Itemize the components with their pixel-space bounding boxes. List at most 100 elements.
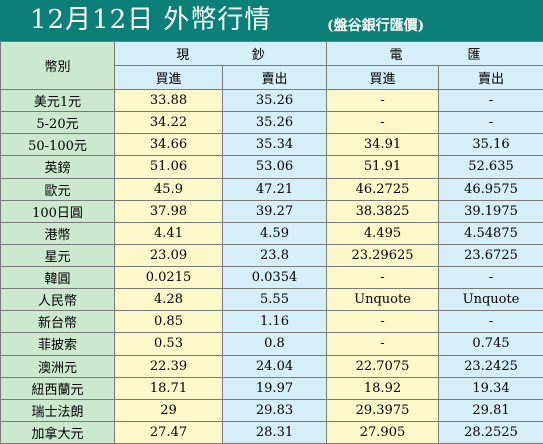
cash-sell-cell: 53.06 (222, 155, 327, 179)
wire-buy-cell: - (326, 265, 439, 290)
cash-sell-cell: 28.31 (222, 420, 327, 444)
table-row: 澳洲元 22.39 24.04 22.7075 23.2425 (0, 354, 543, 378)
wire-sell-cell: 0.745 (438, 332, 543, 356)
wire-sell-cell: 29.81 (438, 398, 543, 422)
cash-sell-cell: 35.26 (222, 88, 327, 113)
cash-sell-cell: 0.0354 (222, 265, 327, 290)
cash-buy-header: 買進 (114, 65, 223, 90)
cash-buy-cell: 4.41 (114, 221, 223, 245)
currency-name-cell: 歐元 (0, 177, 115, 201)
wire-buy-cell: - (326, 332, 439, 356)
cash-group-label-1: 現 (176, 48, 190, 63)
cash-buy-cell: 34.22 (114, 111, 223, 135)
wire-sell-cell: 35.16 (438, 133, 543, 157)
currency-name-cell: 港幣 (0, 221, 115, 245)
cash-group-label-2: 鈔 (251, 48, 265, 63)
currency-name-cell: 菲披索 (0, 332, 115, 356)
currency-name-cell: 美元1元 (0, 88, 115, 113)
wire-buy-header: 買進 (326, 65, 439, 90)
cash-sell-cell: 1.16 (222, 310, 327, 334)
wire-group-header: 電 匯 (326, 41, 543, 66)
cash-buy-cell: 0.53 (114, 332, 223, 356)
title-bar: 12月12日 外幣行情 (盤谷銀行匯價) (0, 0, 543, 41)
wire-buy-cell: 22.7075 (326, 354, 439, 378)
cash-buy-cell: 27.47 (114, 420, 223, 444)
cash-sell-cell: 35.34 (222, 133, 327, 157)
table-row: 美元1元 33.88 35.26- - (0, 88, 543, 113)
table-row: 50-100元 34.66 35.34 34.91 35.16 (0, 133, 543, 157)
table-row: 新台幣 0.85 1.16- - (0, 310, 543, 334)
cash-buy-cell: 22.39 (114, 354, 223, 378)
currency-name-cell: 人民幣 (0, 288, 115, 312)
cash-buy-cell: 23.09 (114, 243, 223, 268)
cash-buy-cell: 0.0215 (114, 265, 223, 290)
cash-sell-cell: 23.8 (222, 243, 327, 268)
cash-buy-cell: 37.98 (114, 199, 223, 223)
cash-sell-cell: 47.21 (222, 177, 327, 201)
cash-sell-cell: 4.59 (222, 221, 327, 245)
wire-buy-cell: 23.29625 (326, 243, 439, 268)
cash-buy-cell: 18.71 (114, 376, 223, 400)
wire-sell-cell: 19.34 (438, 376, 543, 400)
wire-sell-cell: 28.2525 (438, 420, 543, 444)
wire-sell-cell: 23.2425 (438, 354, 543, 378)
cash-group-header: 現 鈔 (114, 41, 327, 66)
wire-buy-cell: 46.2725 (326, 177, 439, 201)
wire-sell-cell: - (438, 111, 543, 135)
wire-buy-cell: 51.91 (326, 155, 439, 179)
wire-buy-cell: 38.3825 (326, 199, 439, 223)
currency-name-cell: 50-100元 (0, 133, 115, 157)
table-row: 星元 23.09 23.8 23.29625 23.6725 (0, 243, 543, 268)
table-row: 菲披索 0.53 0.8-0.745 (0, 332, 543, 356)
currency-name-cell: 瑞士法朗 (0, 398, 115, 422)
wire-sell-cell: Unquote (438, 288, 543, 312)
cash-sell-cell: 0.8 (222, 332, 327, 356)
table-row: 韓圓 0.0215 0.0354- - (0, 265, 543, 290)
wire-sell-cell: 46.9575 (438, 177, 543, 201)
wire-sell-header: 賣出 (438, 65, 543, 90)
cash-sell-cell: 29.83 (222, 398, 327, 422)
cash-buy-cell: 29 (114, 398, 223, 422)
wire-buy-cell: - (326, 310, 439, 334)
group-header-row: 幣別 現 鈔 電 匯 (0, 41, 543, 90)
wire-buy-cell: 27.905 (326, 420, 439, 444)
currency-name-cell: 紐西蘭元 (0, 376, 115, 400)
currency-column-header: 幣別 (0, 41, 115, 90)
sub-header-row: 買進 賣出 買進 賣出 (1, 65, 543, 90)
wire-sell-cell: - (438, 265, 543, 290)
cash-sell-cell: 24.04 (222, 354, 327, 378)
wire-buy-cell: 34.91 (326, 133, 439, 157)
wire-buy-cell: - (326, 111, 439, 135)
cash-buy-cell: 0.85 (114, 310, 223, 334)
wire-sell-cell: - (438, 310, 543, 334)
currency-name-cell: 加拿大元 (0, 420, 115, 444)
cash-sell-cell: 5.55 (222, 288, 327, 312)
currency-name-cell: 星元 (0, 243, 115, 268)
table-row: 紐西蘭元 18.71 19.97 18.92 19.34 (0, 376, 543, 400)
wire-sell-cell: 39.1975 (438, 199, 543, 223)
cash-buy-cell: 51.06 (114, 155, 223, 179)
wire-sell-cell: 23.6725 (438, 243, 543, 268)
wire-group-label-2: 匯 (467, 48, 481, 63)
wire-buy-cell: 4.495 (326, 221, 439, 245)
cash-sell-cell: 35.26 (222, 111, 327, 135)
wire-buy-cell: 18.92 (326, 376, 439, 400)
exchange-rate-table: 幣別 現 鈔 電 匯 買進 賣出 買進 賣出 (0, 41, 543, 444)
currency-name-cell: 新台幣 (0, 310, 115, 334)
wire-group-label-1: 電 (389, 48, 403, 63)
wire-buy-cell: 29.3975 (326, 398, 439, 422)
cash-buy-cell: 4.28 (114, 288, 223, 312)
table-row: 英鎊 51.06 53.06 51.91 52.635 (0, 155, 543, 179)
table-row: 加拿大元 27.47 28.31 27.905 28.2525 (0, 420, 543, 444)
wire-buy-cell: Unquote (326, 288, 439, 312)
table-row: 人民幣 4.28 5.55 Unquote Unquote (0, 288, 543, 312)
wire-sell-cell: 4.54875 (438, 221, 543, 245)
currency-name-cell: 100日圓 (0, 199, 115, 223)
currency-name-cell: 澳洲元 (0, 354, 115, 378)
page-title: 12月12日 外幣行情 (30, 5, 272, 35)
table-row: 歐元 45.9 47.21 46.2725 46.9575 (0, 177, 543, 201)
cash-sell-cell: 19.97 (222, 376, 327, 400)
wire-buy-cell: - (326, 88, 439, 113)
table-row: 瑞士法朗 29 29.83 29.3975 29.81 (0, 398, 543, 422)
